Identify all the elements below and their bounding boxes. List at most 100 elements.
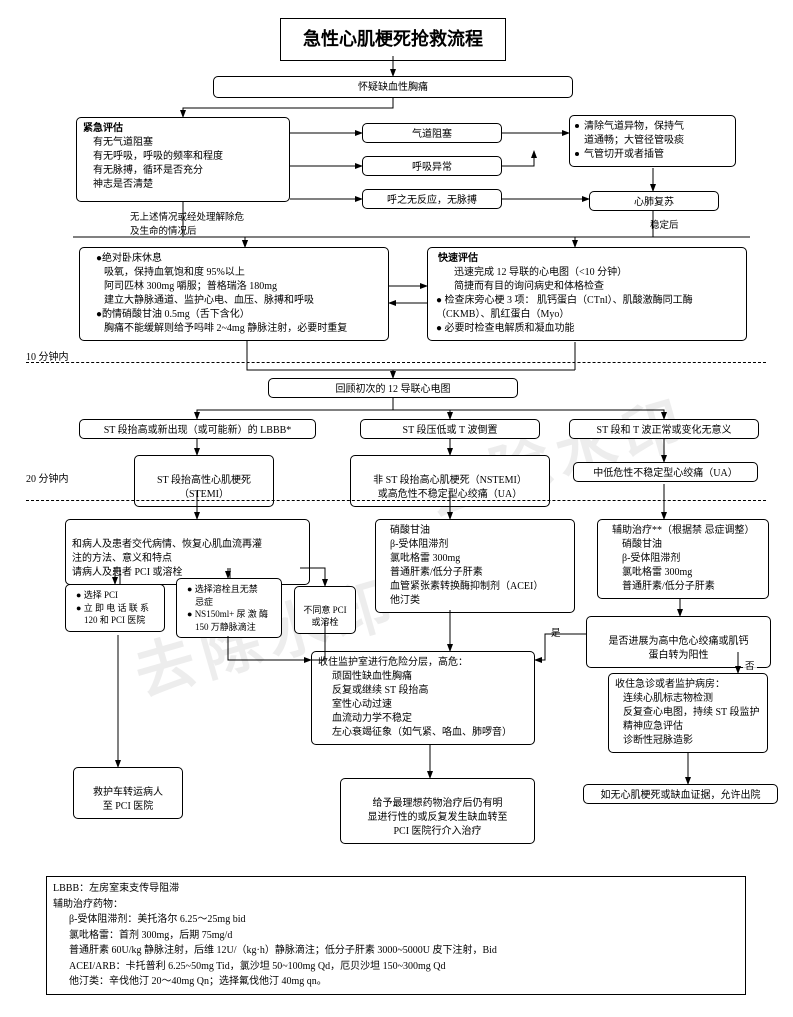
transfer-node: 救护车转运病人 至 PCI 医院 xyxy=(73,767,183,819)
reperf-text: 和病人及患者交代病情、恢复心肌血流再灌 注的方法、意义和特点 请病人及患者 PC… xyxy=(72,539,262,578)
discharge-text: 如无心肌梗死或缺血证据，允许出院 xyxy=(601,790,761,801)
emergency-eval-node: 紧急评估 有无气道阻塞 有无呼吸，呼吸的频率和程度 有无脉搏，循环是否充分 神志… xyxy=(76,117,290,202)
progress-q-text: 是否进展为高中危心绞痛或肌钙 蛋白转为阳性 xyxy=(609,636,749,661)
meds-mid-l3: 氯吡格雷 300mg xyxy=(390,552,568,566)
meds-mid-l6: 他汀类 xyxy=(390,594,568,608)
icu-risk-l4: 血流动力学不稳定 xyxy=(332,712,528,726)
emergency-eval-heading: 紧急评估 xyxy=(83,122,283,136)
admit-ward-l2: 反复查心电图，持续 ST 段监护 xyxy=(623,706,761,720)
st-elev-text: ST 段抬高或新出现（或可能新）的 LBBB* xyxy=(104,425,292,436)
rapid-eval-labs2: ● 必要时检查电解质和凝血功能 xyxy=(436,322,740,336)
admit-ward-l4: 诊断性冠脉造影 xyxy=(623,734,761,748)
footnote-l1: LBBB：左房室束支传导阻滞 xyxy=(53,881,739,897)
rapid-eval-l2: 简捷而有目的询问病史和体格检查 xyxy=(454,280,740,294)
reperf-node: 和病人及患者交代病情、恢复心肌血流再灌 注的方法、意义和特点 请病人及患者 PC… xyxy=(65,519,310,585)
meds-mid-l5: 血管紧张素转换酶抑制剂（ACEI） xyxy=(390,580,568,594)
footnote-box: LBBB：左房室束支传导阻滞 辅助治疗药物： β-受体阻滞剂：美托洛尔 6.25… xyxy=(46,876,746,995)
st-norm-node: ST 段和 T 波正常或变化无意义 xyxy=(569,419,759,439)
no-pulse-text: 呼之无反应，无脉搏 xyxy=(387,195,477,206)
refuse-node: 不同意 PCI 或溶栓 xyxy=(294,586,356,634)
pci-refer-text: 给予最理想药物治疗后仍有明 显进行性的或反复发生缺血转至 PCI 医院行介入治疗 xyxy=(368,798,508,837)
thromb-l1: ● 选择溶栓且无禁 xyxy=(187,583,275,596)
aux-tx-head: 辅助治疗**（根据禁 忌症调整） xyxy=(612,524,762,538)
rapid-eval-hdr: 快速评估 xyxy=(438,252,740,266)
pci-opt-l3: 120 和 PCI 医院 xyxy=(84,614,158,627)
transfer-text: 救护车转运病人 至 PCI 医院 xyxy=(93,787,163,812)
admit-ward-head: 收住急诊或者监护病房： xyxy=(615,678,761,692)
aux-tx-l4: 普通肝素/低分子肝素 xyxy=(622,580,762,594)
review-ecg-text: 回顾初次的 12 导联心电图 xyxy=(336,384,451,395)
refuse-text: 不同意 PCI 或溶栓 xyxy=(303,605,346,628)
icu-risk-l5: 左心衰竭征象（如气紧、咯血、肺啰音） xyxy=(332,726,528,740)
thromb-opt-node: ● 选择溶栓且无禁 忌症 ● NS150ml+ 尿 激 酶 150 万静脉滴注 xyxy=(176,578,282,638)
airway-mgmt-node: 清除气道异物，保持气 道通畅；大管径管吸痰 气管切开或者插管 xyxy=(569,115,736,167)
bedrest-l2: 吸氧，保持血氧饱和度 95%以上 xyxy=(104,266,382,280)
st-elev-node: ST 段抬高或新出现（或可能新）的 LBBB* xyxy=(79,419,316,439)
footnote-l2: 辅助治疗药物： xyxy=(53,897,739,913)
icu-risk-head: 收住监护室进行危险分层，高危： xyxy=(318,656,528,670)
dashline-2 xyxy=(26,500,766,501)
timeline-10: 10 分钟内 xyxy=(26,348,69,363)
aux-tx-l1: 硝酸甘油 xyxy=(622,538,762,552)
bedrest-l6: 胸痛不能缓解则给予吗啡 2~4mg 静脉注射，必要时重复 xyxy=(104,322,382,336)
no-pulse-node: 呼之无反应，无脉搏 xyxy=(362,189,502,209)
meds-mid-l4: 普通肝素/低分子肝素 xyxy=(390,566,568,580)
title-text: 急性心肌梗死抢救流程 xyxy=(303,29,483,49)
cpr-node: 心肺复苏 xyxy=(589,191,719,211)
review-ecg-node: 回顾初次的 12 导联心电图 xyxy=(268,378,518,398)
footnote-il4: ACEI/ARB：卡托普利 6.25~50mg Tid，氯沙坦 50~100mg… xyxy=(69,959,739,975)
airway-mgmt-l1: 清除气道异物，保持气 xyxy=(584,120,729,134)
admit-ward-l3: 精神应急评估 xyxy=(623,720,761,734)
icu-risk-l3: 室性心动过速 xyxy=(332,698,528,712)
timeline-20: 20 分钟内 xyxy=(26,470,69,485)
icu-risk-l1: 顽固性缺血性胸痛 xyxy=(332,670,528,684)
st-norm-text: ST 段和 T 波正常或变化无意义 xyxy=(597,425,732,436)
st-dep-node: ST 段压低或 T 波倒置 xyxy=(360,419,540,439)
pci-opt-l1: ● 选择 PCI xyxy=(76,589,158,602)
pci-opt-node: ● 选择 PCI ● 立 即 电 话 联 系 120 和 PCI 医院 xyxy=(65,584,165,632)
icu-risk-l2: 反复或继续 ST 段抬高 xyxy=(332,684,528,698)
emergency-eval-l3: 有无脉搏，循环是否充分 xyxy=(93,164,283,178)
aux-tx-l2: β-受体阻滞剂 xyxy=(622,552,762,566)
start-node: 怀疑缺血性胸痛 xyxy=(213,76,573,98)
pci-opt-l2: ● 立 即 电 话 联 系 xyxy=(76,602,158,615)
st-dep-text: ST 段压低或 T 波倒置 xyxy=(403,425,498,436)
discharge-node: 如无心肌梗死或缺血证据，允许出院 xyxy=(583,784,778,804)
bedrest-l1: ●绝对卧床休息 xyxy=(96,252,382,266)
thromb-l4: 150 万静脉滴注 xyxy=(195,621,275,634)
thromb-l3: ● NS150ml+ 尿 激 酶 xyxy=(187,608,275,621)
breath-abnormal-text: 呼吸异常 xyxy=(412,162,452,173)
rapid-eval-l1: 迅速完成 12 导联的心电图（<10 分钟） xyxy=(454,266,740,280)
bedrest-l4: 建立大静脉通道、监护心电、血压、脉搏和呼吸 xyxy=(104,294,382,308)
emergency-eval-l1: 有无气道阻塞 xyxy=(93,136,283,150)
footnote-il5: 他汀类：辛伐他汀 20～40mg Qn；选择氟伐他汀 40mg qn。 xyxy=(69,974,739,990)
footnote-il3: 普通肝素 60U/kg 静脉注射，后维 12U/（kg·h）静脉滴注；低分子肝素… xyxy=(69,943,739,959)
nstemi-text: 非 ST 段抬高心肌梗死（NSTEMI） 或高危性不稳定型心绞痛（UA） xyxy=(373,475,527,500)
airway-mgmt-l3: 气管切开或者插管 xyxy=(584,148,729,162)
admit-ward-l1: 连续心肌标志物检测 xyxy=(623,692,761,706)
pre-text: 无上述情况或经处理解除危 及生命的情况后 xyxy=(128,209,293,237)
aux-tx-l3: 氯吡格雷 300mg xyxy=(622,566,762,580)
emergency-eval-l2: 有无呼吸，呼吸的频率和程度 xyxy=(93,150,283,164)
start-text: 怀疑缺血性胸痛 xyxy=(358,82,428,93)
airway-obstruction-text: 气道阻塞 xyxy=(412,129,452,140)
footnote-il2: 氯吡格雷：首剂 300mg，后期 75mg/d xyxy=(69,928,739,944)
dashline-1 xyxy=(26,362,766,363)
cpr-text: 心肺复苏 xyxy=(634,197,674,208)
footnote-il1: β-受体阻滞剂：美托洛尔 6.25～25mg bid xyxy=(69,912,739,928)
pci-refer-node: 给予最理想药物治疗后仍有明 显进行性的或反复发生缺血转至 PCI 医院行介入治疗 xyxy=(340,778,535,844)
stemi-text: ST 段抬高性心肌梗死 （STEMI） xyxy=(157,475,251,500)
icu-risk-node: 收住监护室进行危险分层，高危： 顽固性缺血性胸痛 反复或继续 ST 段抬高 室性… xyxy=(311,651,535,745)
rapid-eval-labs1: ● 检查床旁心梗 3 项： 肌钙蛋白（CTnl）、肌酸激酶同工酶（CKMB）、肌… xyxy=(436,294,740,322)
emergency-eval-l4: 神志是否清楚 xyxy=(93,178,283,192)
airway-obstruction-node: 气道阻塞 xyxy=(362,123,502,143)
ua-low-text: 中低危性不稳定型心绞痛（UA） xyxy=(593,468,737,479)
no-label: 否 xyxy=(743,658,757,672)
stabilized-label: 稳定后 xyxy=(648,217,681,231)
admit-ward-node: 收住急诊或者监护病房： 连续心肌标志物检测 反复查心电图，持续 ST 段监护 精… xyxy=(608,673,768,753)
aux-tx-node: 辅助治疗**（根据禁 忌症调整） 硝酸甘油 β-受体阻滞剂 氯吡格雷 300mg… xyxy=(597,519,769,599)
title-box: 急性心肌梗死抢救流程 xyxy=(280,18,506,61)
yes-label: 是 xyxy=(549,625,563,639)
bedrest-l5: ●酌情硝酸甘油 0.5mg（舌下含化） xyxy=(96,308,382,322)
bedrest-l3: 阿司匹林 300mg 嚼服；普格瑞洛 180mg xyxy=(104,280,382,294)
